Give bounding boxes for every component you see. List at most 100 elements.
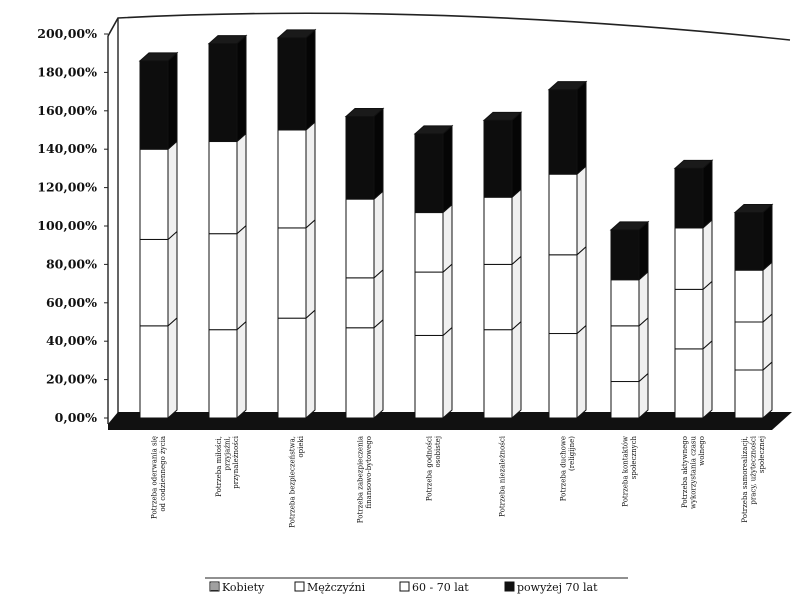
x-tick-label: Potrzeba zabezpieczeniafinansowo-bytoweg… <box>356 436 373 523</box>
bar-segment <box>483 196 513 265</box>
bar-segment <box>277 227 307 319</box>
bar-segment-side <box>576 245 587 335</box>
bar-segment <box>277 317 307 419</box>
bar-segment <box>734 321 764 371</box>
bar-segment-side <box>236 34 247 143</box>
bar-segment <box>483 119 513 198</box>
bar-segment <box>414 271 444 336</box>
bar-segment <box>610 279 640 327</box>
bar-segment <box>734 269 764 323</box>
bar-segment-side <box>511 111 522 199</box>
bar-stack <box>482 111 523 420</box>
bar-top-face <box>547 81 588 91</box>
bar-segment-side <box>762 203 773 272</box>
legend-swatch <box>209 581 220 592</box>
bar-segment-side <box>702 339 713 420</box>
bar-segment-side <box>167 51 178 151</box>
y-tick-label: 120,00% <box>37 180 97 195</box>
x-tick-label: Potrzeba kontaktówspołecznych <box>621 436 638 507</box>
bar-stack <box>276 28 317 420</box>
x-tick-label: Potrzeba samorealizacji,pracy, użyteczno… <box>741 435 766 522</box>
bar-top-face <box>673 159 714 169</box>
bar-segment-side <box>511 188 522 266</box>
bar-segment-side <box>638 220 649 281</box>
bar-segment-side <box>305 120 316 230</box>
bar-segment <box>674 227 704 290</box>
bar-segment <box>345 277 375 329</box>
bar-stack <box>547 80 588 420</box>
bar-segment-side <box>167 316 178 420</box>
bar-segment <box>734 212 764 271</box>
bar-segment-side <box>442 124 453 214</box>
x-axis: Potrzeba oderwania sięod codziennego życ… <box>150 435 766 528</box>
bar-segment <box>345 327 375 419</box>
x-tick-label: Potrzeba godnościosobistej <box>425 435 442 501</box>
x-tick-label: Potrzeba bezpieczeństwa,opieki <box>288 435 305 528</box>
bar-segment <box>414 334 444 419</box>
bar-segment <box>734 369 764 419</box>
bar-segment-side <box>373 190 384 279</box>
bar-segment-side <box>576 80 587 176</box>
x-tick-label: Potrzeba oderwania sięod codziennego życ… <box>150 436 167 519</box>
bar-top-face <box>413 125 454 135</box>
legend-swatch <box>504 581 515 592</box>
bar-segment <box>139 148 169 240</box>
bar-segment <box>208 43 238 143</box>
bar-segment <box>610 229 640 281</box>
bar-segment <box>548 89 578 175</box>
bar-segment-side <box>511 255 522 331</box>
y-axis: 0,00% 20,00% 40,00% 60,00% 80,00% 100,00% 120,… <box>37 26 108 425</box>
bar-segment <box>208 141 238 235</box>
bar-segment-side <box>576 165 587 256</box>
bar-segment-side <box>762 261 773 324</box>
bar-segment-side <box>305 309 316 420</box>
y-tick-label: 60,00% <box>46 295 97 310</box>
y-tick-label: 180,00% <box>37 64 97 79</box>
bar-stack <box>733 203 774 420</box>
y-tick-label: 100,00% <box>37 218 97 233</box>
bar-segment <box>548 173 578 256</box>
bar-segment <box>483 263 513 331</box>
bar-segment-side <box>638 270 649 327</box>
bar-top-face <box>138 52 179 62</box>
legend-label: Mężczyźni <box>307 581 366 594</box>
bar-segment-side <box>511 320 522 420</box>
bar-segment <box>483 329 513 419</box>
bar-segment-side <box>373 107 384 201</box>
legend-label: powyżej 70 lat <box>517 581 598 594</box>
bar-top-face <box>482 111 523 121</box>
bar-segment-side <box>373 318 384 420</box>
bar-segment-side <box>762 360 773 420</box>
y-tick-label: 0,00% <box>55 410 97 425</box>
bar-segment <box>674 167 704 229</box>
bar-segment-side <box>236 132 247 235</box>
bar-segment <box>674 348 704 419</box>
bar-segment-side <box>576 324 587 420</box>
bar-segment-side <box>762 312 773 372</box>
bar-top-face <box>609 221 650 231</box>
bar-top-face <box>344 108 385 118</box>
bar-segment-side <box>236 320 247 420</box>
bar-segment <box>548 333 578 419</box>
bar-segment-side <box>167 140 178 241</box>
back-wall-top-edge <box>107 12 791 41</box>
bar-segment <box>139 238 169 327</box>
x-tick-label: Potrzeba miłości,przyjaźni,przynależnośc… <box>215 435 240 497</box>
bar-segment <box>548 254 578 335</box>
bar-segment <box>277 37 307 131</box>
bar-top-face <box>733 204 774 214</box>
bar-segment <box>414 212 444 273</box>
legend-swatch <box>294 581 305 592</box>
bar-segment-side <box>442 262 453 337</box>
x-tick-label: Potrzeba niezależności <box>499 435 507 517</box>
x-tick-label: Potrzeba aktywnegowykorzystania czasuwol… <box>681 436 706 509</box>
bar-segment <box>674 288 704 350</box>
y-tick-label: 200,00% <box>37 26 97 41</box>
bar-segment-side <box>442 326 453 420</box>
legend: Kobiety Mężczyźni 60 - 70 lat powyżej 70 la… <box>205 577 628 594</box>
bar-segment-side <box>236 224 247 331</box>
y-tick-label: 20,00% <box>46 372 97 387</box>
x-tick-label: Potrzeba duchowe(religijne) <box>559 436 576 502</box>
bar-segment <box>139 60 169 150</box>
bar-segment <box>414 133 444 214</box>
